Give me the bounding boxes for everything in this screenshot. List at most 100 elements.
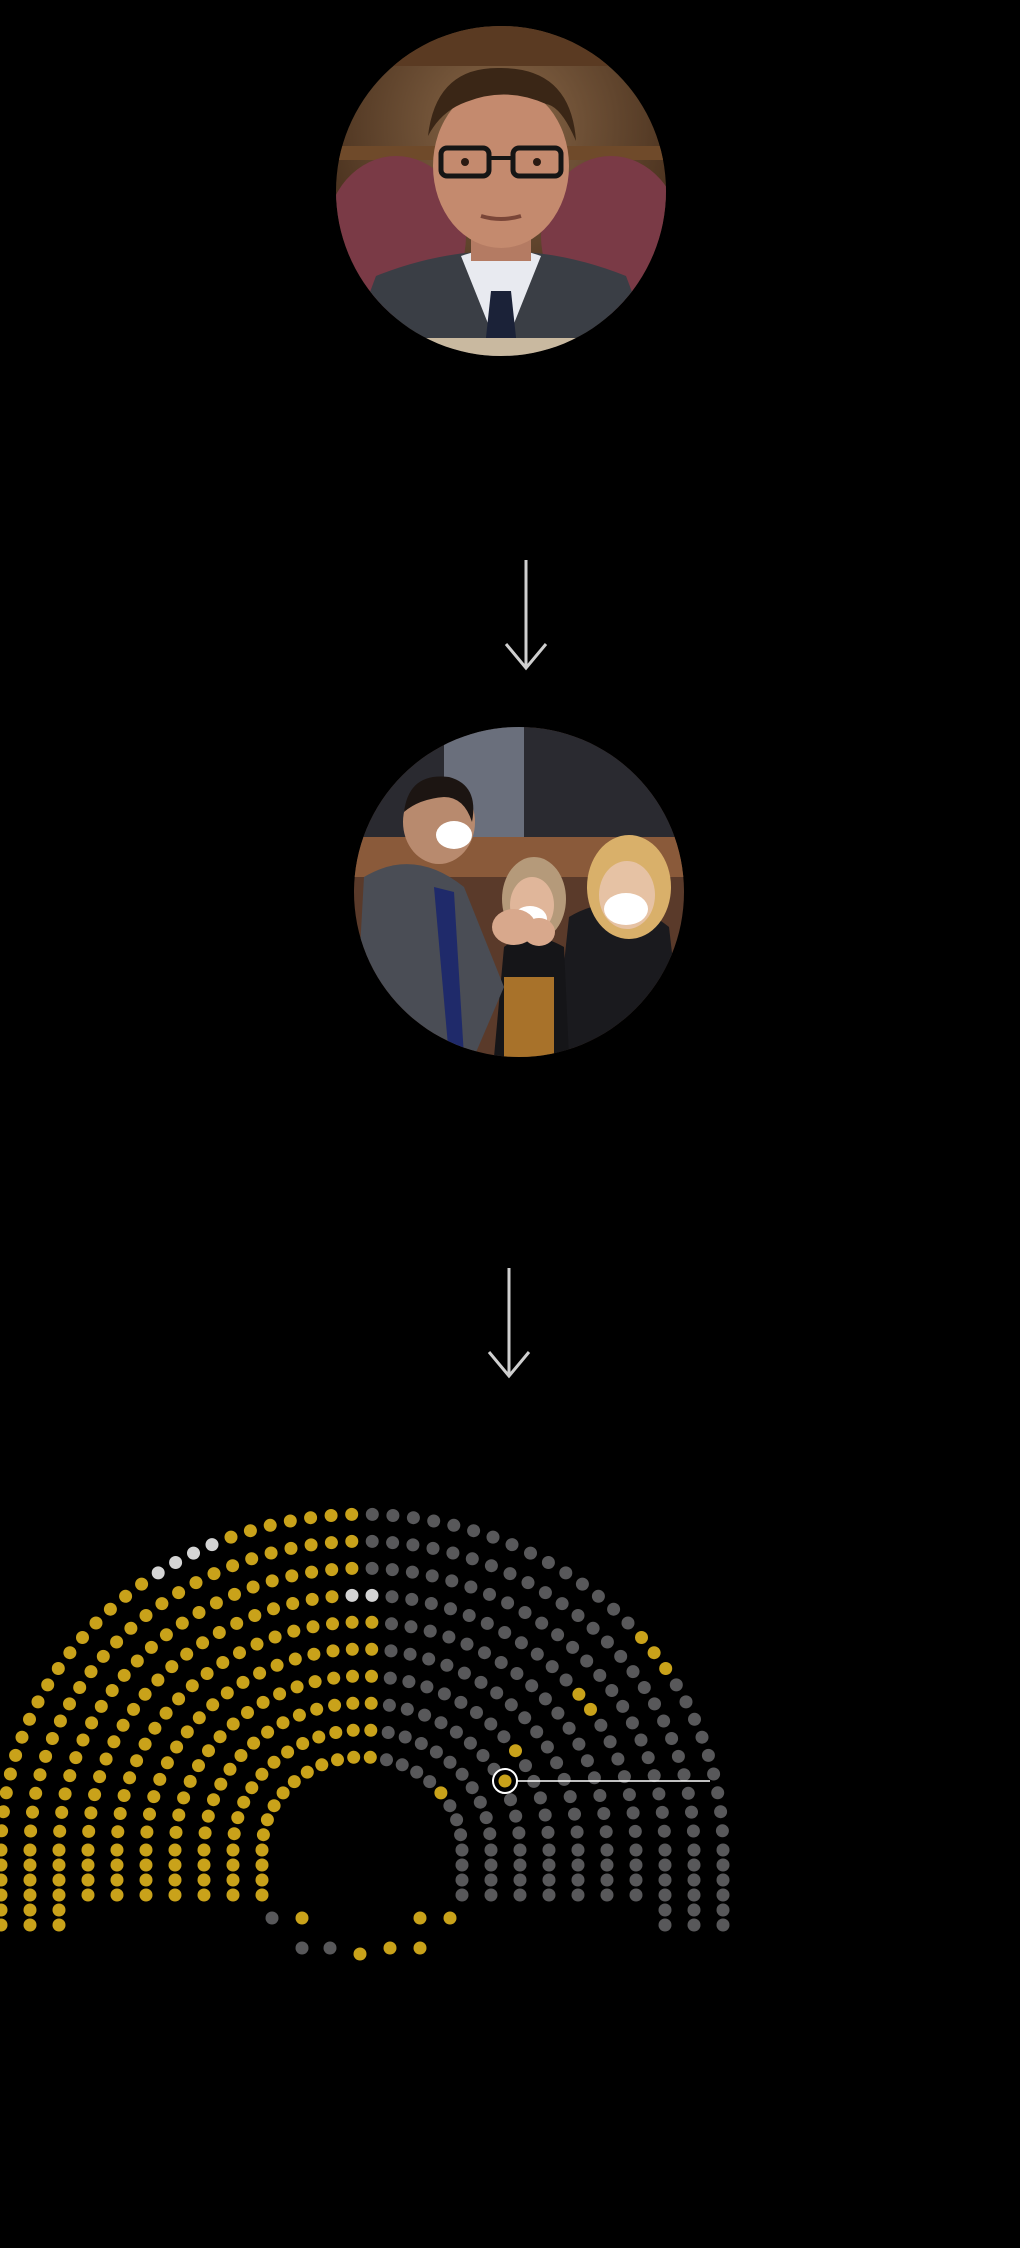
seat bbox=[312, 1730, 326, 1744]
seat bbox=[478, 1646, 491, 1660]
seat bbox=[363, 1750, 377, 1764]
seat bbox=[295, 1911, 309, 1925]
seat bbox=[716, 1888, 730, 1902]
seat bbox=[31, 1695, 45, 1709]
seat bbox=[600, 1843, 614, 1857]
seat bbox=[139, 1858, 153, 1872]
seat bbox=[63, 1646, 77, 1660]
seat bbox=[559, 1566, 573, 1580]
seat bbox=[555, 1597, 569, 1611]
seat bbox=[76, 1631, 89, 1644]
seat bbox=[659, 1662, 673, 1675]
seat bbox=[629, 1843, 643, 1857]
seat bbox=[594, 1718, 608, 1732]
seat bbox=[256, 1828, 270, 1842]
seat bbox=[183, 1774, 197, 1788]
seat bbox=[127, 1702, 140, 1716]
seat bbox=[593, 1668, 607, 1682]
seat bbox=[647, 1646, 661, 1660]
seat bbox=[658, 1888, 672, 1902]
seat bbox=[24, 1824, 38, 1838]
seat bbox=[685, 1805, 698, 1819]
seat bbox=[622, 1788, 636, 1802]
seat bbox=[212, 1626, 226, 1639]
seat bbox=[23, 1712, 36, 1726]
seat bbox=[213, 1730, 227, 1744]
seat bbox=[345, 1588, 359, 1602]
seat bbox=[263, 1518, 277, 1532]
seat bbox=[172, 1808, 186, 1822]
seat bbox=[687, 1918, 701, 1932]
seat bbox=[525, 1679, 539, 1693]
highlighted-seat bbox=[498, 1774, 512, 1788]
portrait-photo bbox=[336, 26, 666, 356]
seat bbox=[185, 1679, 199, 1693]
seat bbox=[443, 1911, 457, 1925]
seat bbox=[571, 1843, 585, 1857]
seat bbox=[197, 1888, 211, 1902]
seat bbox=[424, 1597, 438, 1610]
seat bbox=[584, 1702, 597, 1716]
seat bbox=[324, 1509, 338, 1522]
seat bbox=[306, 1620, 320, 1634]
seat bbox=[168, 1873, 182, 1887]
seat bbox=[629, 1888, 643, 1902]
seat bbox=[123, 1771, 137, 1785]
seat bbox=[283, 1514, 297, 1528]
seat bbox=[505, 1538, 519, 1552]
seat bbox=[255, 1888, 269, 1902]
seat bbox=[580, 1654, 594, 1668]
seat bbox=[130, 1654, 144, 1668]
seat bbox=[695, 1730, 709, 1744]
seat bbox=[681, 1786, 695, 1800]
seat bbox=[307, 1647, 321, 1661]
seat bbox=[0, 1858, 8, 1872]
seat bbox=[570, 1825, 584, 1839]
seat bbox=[504, 1698, 518, 1712]
seat bbox=[457, 1666, 471, 1680]
seat bbox=[110, 1635, 124, 1649]
seat bbox=[346, 1669, 359, 1683]
seat bbox=[474, 1675, 488, 1689]
seat bbox=[237, 1795, 251, 1809]
seat bbox=[446, 1546, 460, 1560]
seat bbox=[484, 1559, 498, 1573]
seat bbox=[233, 1646, 246, 1660]
seat bbox=[110, 1888, 124, 1902]
seat bbox=[296, 1737, 310, 1750]
seat bbox=[116, 1718, 130, 1732]
seat bbox=[641, 1751, 655, 1765]
seat bbox=[545, 1660, 559, 1674]
seat bbox=[551, 1628, 565, 1642]
seat bbox=[542, 1858, 556, 1872]
seat bbox=[138, 1737, 152, 1751]
seat bbox=[226, 1858, 240, 1872]
seat bbox=[365, 1588, 379, 1602]
seat bbox=[484, 1888, 498, 1902]
seat bbox=[538, 1808, 552, 1822]
seat bbox=[52, 1918, 66, 1932]
seat bbox=[169, 1556, 183, 1569]
seat bbox=[170, 1740, 184, 1754]
seat bbox=[267, 1799, 281, 1813]
seat bbox=[483, 1587, 496, 1601]
seat bbox=[325, 1563, 339, 1577]
seat bbox=[94, 1699, 108, 1713]
seat bbox=[473, 1795, 487, 1809]
seat bbox=[494, 1656, 508, 1669]
seat bbox=[196, 1636, 210, 1650]
seat bbox=[587, 1771, 601, 1785]
seat bbox=[658, 1873, 672, 1887]
seat bbox=[714, 1805, 728, 1819]
seat bbox=[304, 1511, 318, 1525]
seat bbox=[687, 1858, 701, 1872]
seat bbox=[571, 1888, 585, 1902]
seat bbox=[93, 1770, 107, 1784]
seat bbox=[29, 1786, 43, 1800]
seat bbox=[464, 1580, 478, 1594]
seat bbox=[504, 1793, 517, 1807]
seat bbox=[413, 1911, 427, 1925]
seat bbox=[686, 1824, 700, 1838]
seat bbox=[207, 1793, 220, 1807]
seat bbox=[422, 1652, 436, 1666]
